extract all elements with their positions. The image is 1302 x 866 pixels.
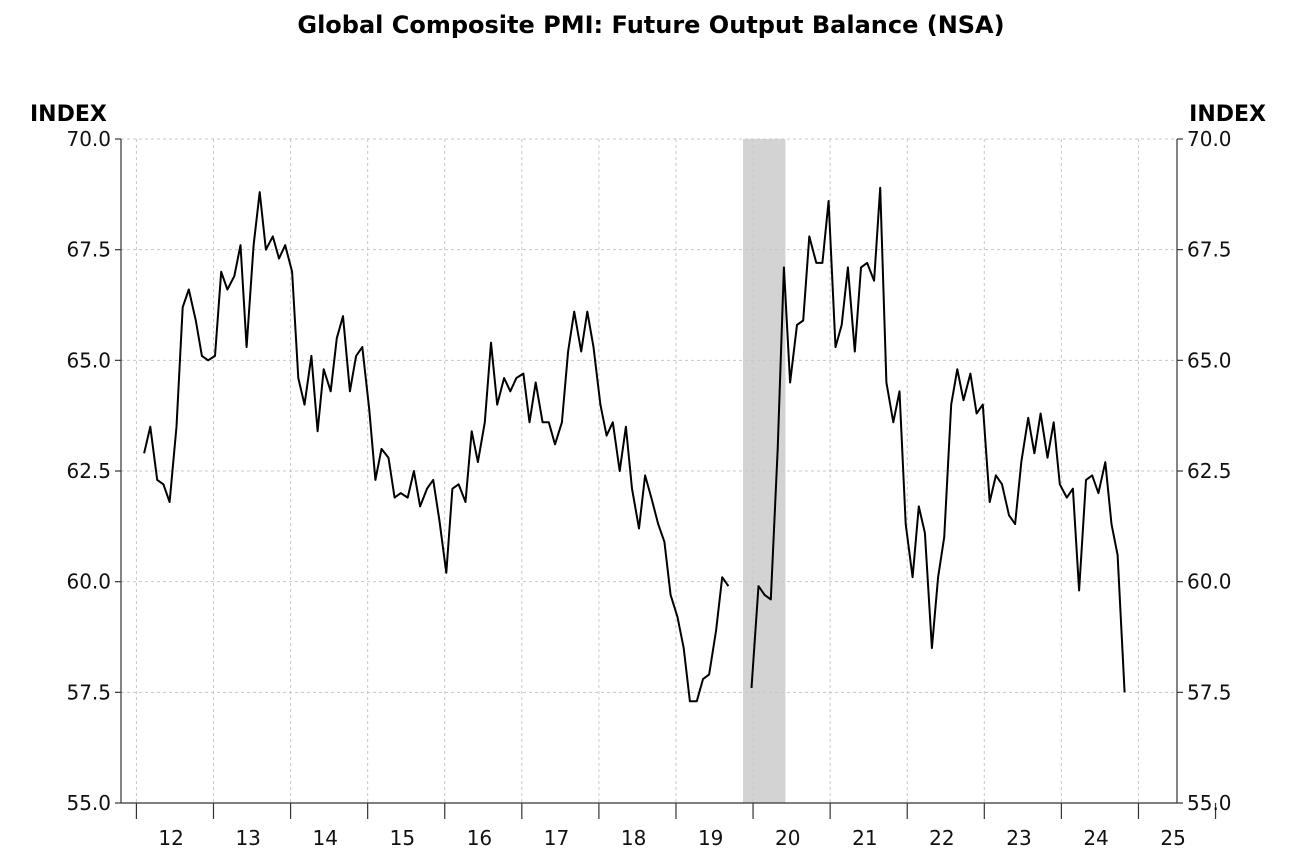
y-tick-label-left: 57.5 [66, 680, 111, 704]
grid-layer [121, 138, 1177, 803]
y-tick-label-left: 65.0 [66, 348, 111, 372]
y-tick-label-right: 65.0 [1187, 348, 1232, 372]
y-tick-label-left: 67.5 [66, 238, 111, 262]
y-tick-label-left: 60.0 [66, 570, 111, 594]
axis-layer [115, 138, 1217, 819]
x-tick-label: 22 [929, 826, 954, 850]
x-tick-label: 17 [544, 826, 569, 850]
x-tick-label: 14 [313, 826, 338, 850]
y-tick-label-left: 55.0 [66, 791, 111, 815]
y-axis-label-right: INDEX [1189, 102, 1266, 127]
x-tick-label: 13 [235, 826, 260, 850]
series-line-segment-2 [750, 186, 1126, 693]
y-tick-label-right: 70.0 [1187, 127, 1232, 151]
series-line-segment-1 [143, 191, 730, 703]
y-axis-label-left: INDEX [30, 102, 107, 127]
x-tick-label: 12 [158, 826, 183, 850]
x-tick-label: 24 [1083, 826, 1108, 850]
x-tick-label: 21 [852, 826, 877, 850]
y-tick-label-right: 55.0 [1187, 791, 1232, 815]
tick-label-layer: 55.0 55.0 57.5 57.5 60.0 60.0 62.5 62.5 65.0 65.0… [66, 127, 1231, 850]
y-tick-label-left: 70.0 [66, 127, 111, 151]
x-tick-label: 23 [1006, 826, 1031, 850]
chart-title: Global Composite PMI: Future Output Bala… [297, 11, 1004, 39]
y-tick-label-left: 62.5 [66, 459, 111, 483]
y-tick-label-right: 60.0 [1187, 570, 1232, 594]
series-layer [143, 186, 1126, 703]
x-tick-label: 20 [775, 826, 800, 850]
y-tick-label-right: 67.5 [1187, 238, 1232, 262]
x-tick-label: 18 [621, 826, 646, 850]
x-tick-label: 19 [698, 826, 723, 850]
x-tick-label: 25 [1160, 826, 1185, 850]
y-tick-label-right: 57.5 [1187, 680, 1232, 704]
x-tick-label: 15 [390, 826, 415, 850]
y-tick-label-right: 62.5 [1187, 459, 1232, 483]
x-tick-label: 16 [467, 826, 492, 850]
